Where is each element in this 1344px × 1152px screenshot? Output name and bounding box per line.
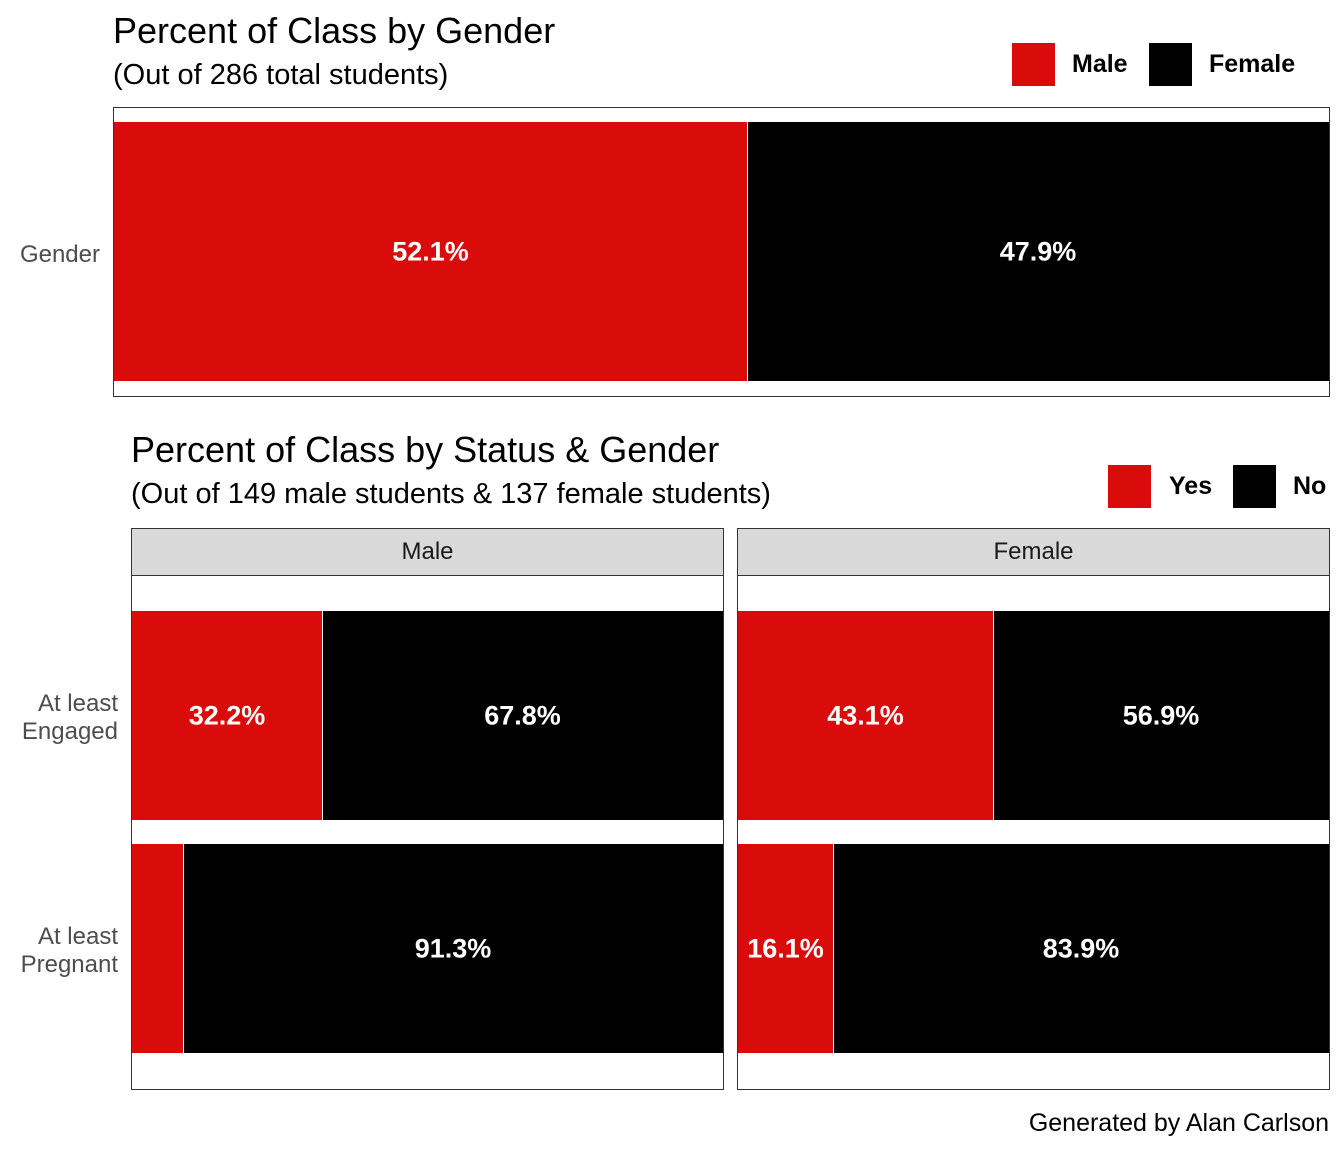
facet-strip-female: Female bbox=[737, 528, 1330, 577]
female-engaged-bar-no bbox=[993, 611, 1329, 820]
y-label-gender: Gender bbox=[19, 241, 100, 268]
legend-label-no: No bbox=[1293, 472, 1327, 500]
caption: Generated by Alan Carlson bbox=[1028, 1109, 1329, 1137]
gender-bar-male bbox=[114, 122, 747, 381]
legend-label-male: Male bbox=[1072, 50, 1128, 78]
male-pregnant-bar-no bbox=[183, 844, 723, 1053]
gender-label-male: 52.1% bbox=[392, 236, 469, 266]
female-pregnant-bar-yes bbox=[738, 844, 833, 1053]
female-pregnant-label-yes: 16.1% bbox=[747, 933, 824, 963]
legend-swatch-male bbox=[1012, 43, 1055, 86]
male-pregnant-label-no: 91.3% bbox=[414, 933, 492, 963]
legend-label-yes: Yes bbox=[1169, 472, 1213, 500]
female-engaged-label-yes: 43.1% bbox=[827, 700, 904, 730]
legend-swatch-no bbox=[1233, 465, 1276, 508]
legend-label-female: Female bbox=[1209, 50, 1296, 78]
gender-label-female: 47.9% bbox=[999, 236, 1077, 266]
chart1-subtitle: (Out of 286 total students) bbox=[113, 59, 449, 91]
chart2-subtitle: (Out of 149 male students & 137 female s… bbox=[131, 478, 771, 510]
chart1-panel: 52.1% 47.9% bbox=[113, 107, 1330, 397]
legend-swatch-yes bbox=[1108, 465, 1151, 508]
male-engaged-label-no: 67.8% bbox=[484, 700, 561, 730]
facet-panel-male: 32.2% 67.8% 91.3% bbox=[131, 575, 724, 1090]
female-pregnant-bar-no bbox=[833, 844, 1329, 1053]
male-pregnant-bar-yes bbox=[132, 844, 183, 1053]
female-engaged-label-no: 56.9% bbox=[1122, 700, 1200, 730]
y-label-engaged: At least Engaged bbox=[0, 690, 118, 746]
male-engaged-bar-no bbox=[322, 611, 723, 820]
female-engaged-bar-yes bbox=[738, 611, 993, 820]
y-label-engaged-line2: Engaged bbox=[21, 718, 118, 745]
facet-strip-male: Male bbox=[131, 528, 724, 577]
y-label-pregnant-line1: At least bbox=[37, 923, 118, 950]
facet-panel-female: 43.1% 56.9% 16.1% 83.9% bbox=[737, 575, 1330, 1090]
chart2-title: Percent of Class by Status & Gender bbox=[131, 429, 720, 470]
chart1-title: Percent of Class by Gender bbox=[113, 10, 556, 51]
y-label-pregnant-line2: Pregnant bbox=[20, 951, 118, 978]
gender-bar-female bbox=[747, 122, 1329, 381]
y-label-engaged-line1: At least bbox=[37, 690, 118, 717]
legend-swatch-female bbox=[1149, 43, 1192, 86]
female-pregnant-label-no: 83.9% bbox=[1042, 933, 1120, 963]
y-label-pregnant: At least Pregnant bbox=[0, 923, 118, 979]
male-engaged-label-yes: 32.2% bbox=[188, 700, 266, 730]
male-engaged-bar-yes bbox=[132, 611, 322, 820]
